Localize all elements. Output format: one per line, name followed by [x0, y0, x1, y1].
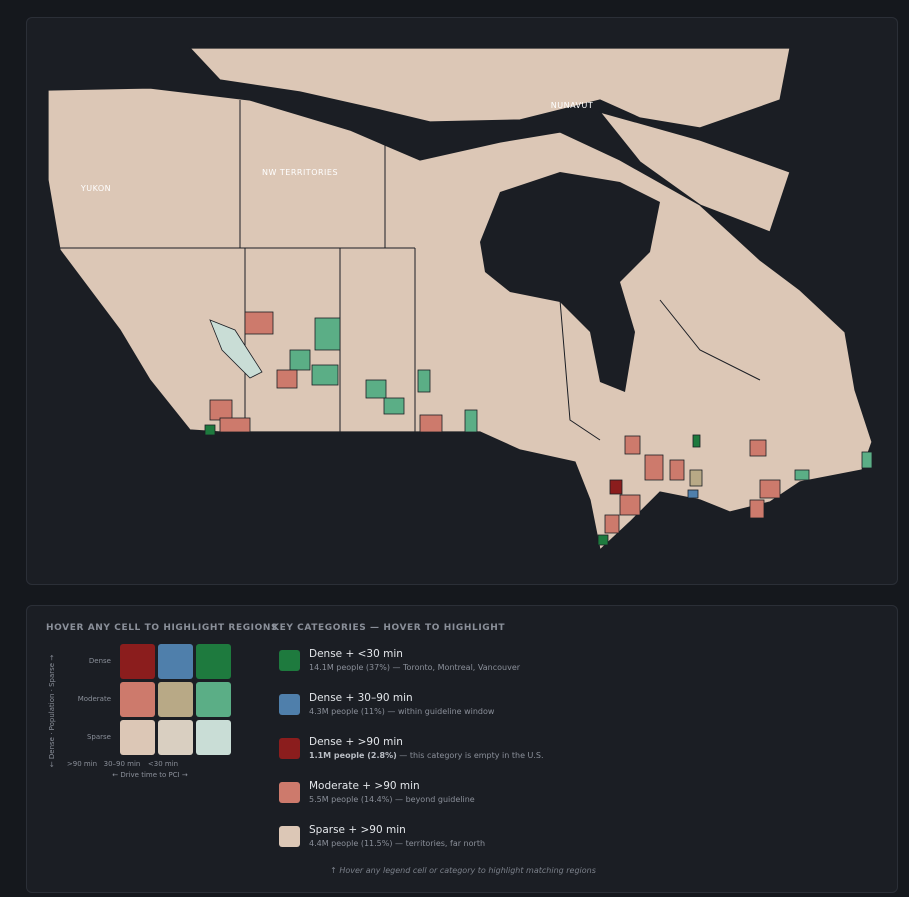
region	[383, 397, 405, 415]
map: YUKON NW TERRITORIES NUNAVUT	[47, 47, 873, 552]
category-detail: 4.4M people (11.5%) — territories, far n…	[309, 839, 485, 848]
categories-title: KEY CATEGORIES — HOVER TO HIGHLIGHT	[272, 623, 506, 633]
category-detail-text: 4.3M people (11%) — within guideline win…	[309, 707, 495, 716]
border	[659, 299, 761, 381]
column-label: <30 min	[147, 760, 179, 768]
category-name: Sparse + >90 min	[309, 824, 406, 836]
region	[861, 451, 873, 469]
region	[464, 409, 478, 433]
category-detail: 14.1M people (37%) — Toronto, Montreal, …	[309, 663, 520, 672]
category-item[interactable]: Dense + >90 min 1.1M people (2.8%) — this…	[279, 736, 839, 778]
region	[624, 435, 641, 455]
region	[749, 439, 767, 457]
region	[794, 469, 810, 481]
row-label: Dense	[88, 657, 111, 665]
category-swatch	[279, 782, 300, 803]
region	[417, 369, 431, 393]
border	[559, 299, 601, 441]
region-label: NUNAVUT	[551, 101, 594, 110]
region	[289, 349, 311, 371]
category-name: Dense + 30–90 min	[309, 692, 413, 704]
category-detail-text: 14.1M people (37%) — Toronto, Montreal, …	[309, 663, 521, 672]
column-label: 30–90 min	[103, 760, 141, 768]
region	[365, 379, 387, 399]
category-detail-text: — this category is empty in the U.S.	[399, 751, 544, 760]
note: ↑ Hover any legend cell or category to h…	[330, 866, 596, 875]
category-detail-text: 5.5M people (14.4%) — beyond guideline	[309, 795, 475, 804]
legend-cell[interactable]	[120, 644, 155, 679]
column-label: >90 min	[66, 760, 98, 768]
region	[419, 414, 443, 433]
category-detail: 4.3M people (11%) — within guideline win…	[309, 707, 494, 716]
region	[687, 489, 699, 499]
category-name: Dense + >90 min	[309, 736, 403, 748]
region	[692, 434, 701, 448]
legend-cell[interactable]	[158, 644, 193, 679]
region	[759, 479, 781, 499]
region	[749, 499, 765, 519]
legend-cell[interactable]	[196, 720, 231, 755]
region	[669, 459, 685, 481]
region	[609, 479, 623, 495]
category-detail: 5.5M people (14.4%) — beyond guideline	[309, 795, 475, 804]
hudson-bay	[480, 172, 660, 392]
region	[644, 454, 664, 481]
legend-cell[interactable]	[158, 720, 193, 755]
category-item[interactable]: Dense + 30–90 min 4.3M people (11%) — wit…	[279, 692, 839, 734]
map-panel: YUKON NW TERRITORIES NUNAVUT	[26, 17, 898, 585]
legend-cell[interactable]	[120, 720, 155, 755]
category-name: Moderate + >90 min	[309, 780, 420, 792]
category-item[interactable]: Dense + <30 min 14.1M people (37%) — Toro…	[279, 648, 839, 690]
category-swatch	[279, 694, 300, 715]
region	[204, 424, 216, 436]
legend-cell[interactable]	[196, 644, 231, 679]
region	[311, 364, 339, 386]
region	[209, 319, 263, 379]
region	[619, 494, 641, 516]
region	[689, 469, 703, 487]
category-swatch	[279, 738, 300, 759]
x-axis-label: ← Drive time to PCI →	[112, 771, 188, 779]
region	[209, 399, 233, 421]
arctic-islands	[188, 47, 791, 129]
baffin-island	[598, 110, 791, 233]
legend-title: HOVER ANY CELL TO HIGHLIGHT REGIONS	[46, 623, 279, 633]
regions	[204, 311, 873, 546]
category-name: Dense + <30 min	[309, 648, 403, 660]
category-detail-bold: 1.1M people (2.8%)	[309, 751, 397, 760]
category-item[interactable]: Moderate + >90 min 5.5M people (14.4%) — …	[279, 780, 839, 822]
region	[314, 317, 341, 351]
region	[219, 417, 251, 433]
y-axis-label: ← Dense · Population · Sparse →	[48, 654, 56, 768]
region	[604, 514, 620, 534]
legend-cell[interactable]	[158, 682, 193, 717]
region-label: YUKON	[80, 184, 111, 193]
region-label: NW TERRITORIES	[262, 168, 338, 177]
legend-cell[interactable]	[120, 682, 155, 717]
region	[244, 311, 274, 335]
row-label: Moderate	[77, 695, 111, 703]
legend-cell[interactable]	[196, 682, 231, 717]
row-label: Sparse	[86, 733, 111, 741]
land	[47, 47, 873, 552]
region	[276, 369, 298, 389]
category-swatch	[279, 826, 300, 847]
region	[597, 534, 609, 546]
category-item[interactable]: Sparse + >90 min 4.4M people (11.5%) — te…	[279, 824, 839, 866]
category-swatch	[279, 650, 300, 671]
borders	[60, 100, 761, 441]
category-detail-text: 4.4M people (11.5%) — territories, far n…	[309, 839, 486, 848]
category-detail: 1.1M people (2.8%) — this category is em…	[309, 751, 544, 760]
